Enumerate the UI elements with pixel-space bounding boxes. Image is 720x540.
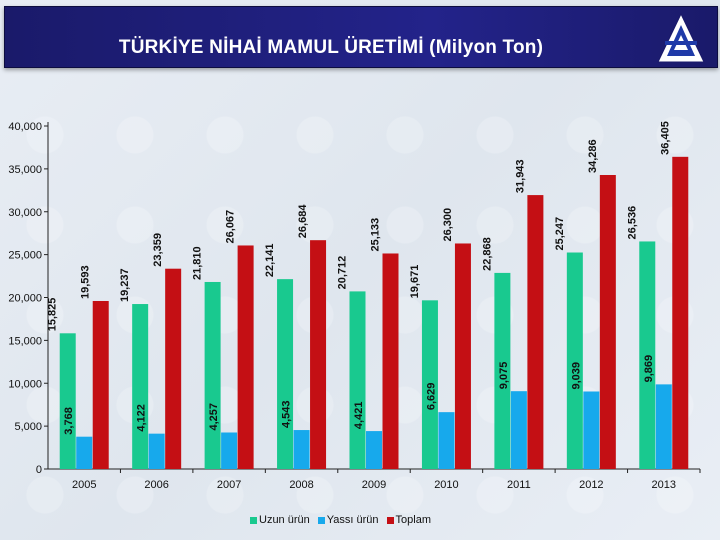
bar-yassi: [293, 430, 310, 469]
bar-yassi: [438, 412, 455, 469]
data-label: 9,075: [498, 362, 510, 390]
bar-toplam: [454, 243, 471, 469]
data-label: 9,869: [643, 355, 655, 383]
y-tick-label: 40,000: [8, 121, 42, 133]
legend-label-uzun: Uzun ürün: [259, 514, 310, 526]
data-label: 4,257: [208, 403, 220, 431]
bar-yassi: [221, 432, 238, 469]
y-tick-label: 15,000: [8, 335, 42, 347]
data-label: 4,543: [281, 401, 293, 429]
legend-label-yassi: Yassı ürün: [326, 514, 379, 526]
legend-item-toplam: Toplam: [386, 514, 432, 526]
data-label: 26,684: [297, 204, 309, 239]
x-tick-label: 2006: [144, 479, 168, 491]
data-label: 25,247: [554, 217, 566, 251]
data-label: 19,593: [80, 265, 92, 299]
bar-uzun: [132, 304, 149, 469]
bar-uzun: [566, 252, 583, 469]
y-tick-label: 5,000: [14, 421, 42, 433]
bar-toplam: [599, 174, 616, 469]
data-label: 26,067: [225, 210, 237, 244]
x-tick-label: 2007: [217, 479, 241, 491]
data-label: 31,943: [514, 159, 526, 193]
bar-yassi: [655, 384, 672, 469]
page-title: TÜRKİYE NİHAİ MAMUL ÜRETİMİ (Milyon Ton): [118, 37, 544, 58]
bar-toplam: [237, 245, 254, 469]
data-label: 34,286: [587, 139, 599, 173]
y-tick-label: 0: [36, 464, 42, 476]
data-label: 36,405: [659, 121, 671, 155]
legend-swatch-uzun: [250, 516, 257, 524]
legend-swatch-toplam: [386, 516, 394, 524]
data-label: 6,629: [425, 383, 437, 411]
bar-toplam: [92, 300, 109, 469]
chart-legend: Uzun ürün Yassı ürün Toplam: [250, 514, 431, 526]
x-tick-label: 2008: [289, 479, 313, 491]
y-tick-label: 30,000: [8, 207, 42, 219]
x-tick-label: 2012: [579, 479, 603, 491]
bar-uzun: [349, 291, 366, 469]
data-label: 20,712: [337, 256, 349, 290]
bar-uzun: [494, 272, 511, 469]
title-bar: TÜRKİYE NİHAİ MAMUL ÜRETİMİ (Milyon Ton): [4, 6, 718, 68]
bar-toplam: [165, 268, 182, 469]
data-label: 22,141: [264, 243, 276, 277]
y-tick-label: 25,000: [8, 250, 42, 262]
legend-swatch-yassi: [317, 516, 325, 524]
data-label: 26,300: [442, 208, 454, 242]
bar-toplam: [672, 156, 689, 469]
data-label: 19,671: [409, 265, 421, 299]
bar-uzun: [277, 279, 294, 469]
triangle-logo-icon: [657, 12, 705, 63]
data-label: 9,039: [570, 362, 582, 390]
bar-yassi: [510, 391, 527, 469]
x-tick-label: 2011: [507, 479, 531, 491]
data-label: 21,810: [192, 246, 204, 280]
bar-yassi: [583, 391, 600, 469]
x-tick-label: 2010: [434, 479, 458, 491]
data-label: 25,133: [370, 218, 382, 252]
y-tick-label: 20,000: [8, 293, 42, 305]
legend-label-toplam: Toplam: [395, 514, 432, 526]
bar-uzun: [59, 333, 76, 469]
y-tick-label: 10,000: [8, 378, 42, 390]
data-label: 22,868: [481, 237, 493, 271]
x-tick-label: 2013: [652, 479, 676, 491]
data-label: 4,122: [136, 404, 148, 432]
data-label: 15,825: [47, 298, 59, 332]
bar-yassi: [76, 436, 93, 469]
bar-toplam: [527, 195, 544, 469]
y-tick-label: 35,000: [8, 164, 42, 176]
x-tick-label: 2005: [72, 479, 96, 491]
data-label: 26,536: [626, 206, 638, 240]
bar-toplam: [382, 253, 399, 469]
data-label: 19,237: [119, 268, 131, 302]
bar-uzun: [421, 300, 438, 469]
data-label: 3,768: [63, 407, 75, 435]
x-tick-label: 2009: [362, 479, 386, 491]
bar-uzun: [204, 281, 221, 469]
legend-item-uzun: Uzun ürün: [250, 514, 310, 526]
bar-toplam: [310, 240, 327, 469]
bar-yassi: [366, 431, 382, 469]
bar-yassi: [148, 433, 165, 469]
legend-item-yassi: Yassı ürün: [317, 514, 379, 526]
data-label: 23,359: [152, 233, 164, 267]
data-label: 4,421: [353, 402, 365, 430]
bar-uzun: [639, 241, 656, 469]
